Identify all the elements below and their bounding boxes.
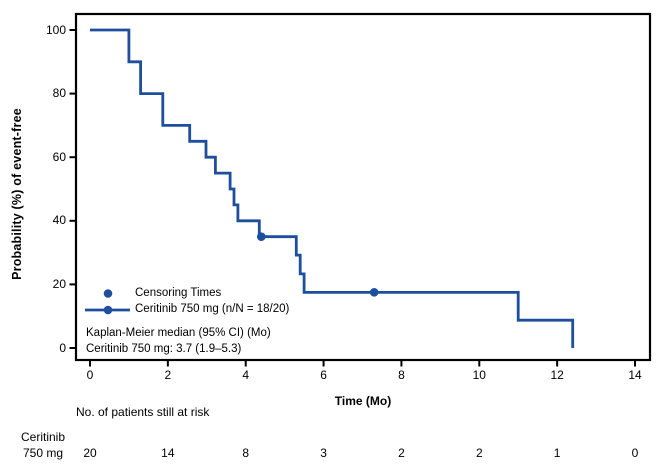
x-tick-label: 8	[398, 368, 405, 382]
legend-label-censoring-times: Censoring Times	[135, 287, 222, 299]
risk-count: 0	[631, 446, 639, 460]
y-tick-label: 20	[52, 276, 66, 291]
x-tick-label: 12	[550, 368, 564, 382]
risk-count: 1	[553, 446, 561, 460]
censor-dot	[256, 232, 266, 241]
censor-dot	[369, 288, 379, 297]
x-tick-label: 4	[242, 368, 250, 382]
y-tick-label: 0	[59, 340, 66, 355]
km-step-line	[90, 28, 575, 348]
risk-table-title: No. of patients still at risk	[76, 405, 210, 419]
risk-count: 2	[398, 446, 405, 460]
legend-label-ceritinib: Ceritinib 750 mg (n/N = 18/20)	[135, 303, 290, 315]
x-tick-label: 0	[86, 368, 94, 382]
km-median-value: Ceritinib 750 mg: 3.7 (1.9–5.3)	[86, 343, 242, 355]
y-tick-label: 40	[52, 213, 66, 228]
x-tick-label: 6	[320, 368, 327, 382]
risk-count: 14	[161, 446, 175, 460]
risk-count: 8	[242, 446, 250, 460]
x-tick-label: 14	[628, 368, 642, 382]
km-median-header: Kaplan-Meier median (95% CI) (Mo)	[86, 327, 271, 339]
x-axis-label: Time (Mo)	[334, 394, 392, 408]
legend-censor-dot-marker	[103, 289, 113, 298]
x-tick-label: 2	[164, 368, 172, 382]
risk-count: 20	[83, 446, 97, 460]
risk-table-row-label-line2: 750 mg	[22, 446, 64, 460]
x-tick-label: 10	[472, 368, 486, 382]
y-axis-label: Probability (%) of event-free	[10, 108, 24, 280]
plot-border	[74, 12, 652, 362]
legend-line-dot-marker	[103, 305, 113, 315]
risk-table-row-label: Ceritinib 750 mg	[10, 429, 76, 461]
y-tick-label: 80	[52, 86, 66, 101]
risk-count: 3	[320, 446, 327, 460]
risk-table-row-label-line1: Ceritinib	[20, 430, 65, 444]
y-tick-label: 60	[52, 149, 66, 164]
y-tick-label: 100	[45, 22, 66, 37]
risk-count: 2	[475, 446, 483, 460]
